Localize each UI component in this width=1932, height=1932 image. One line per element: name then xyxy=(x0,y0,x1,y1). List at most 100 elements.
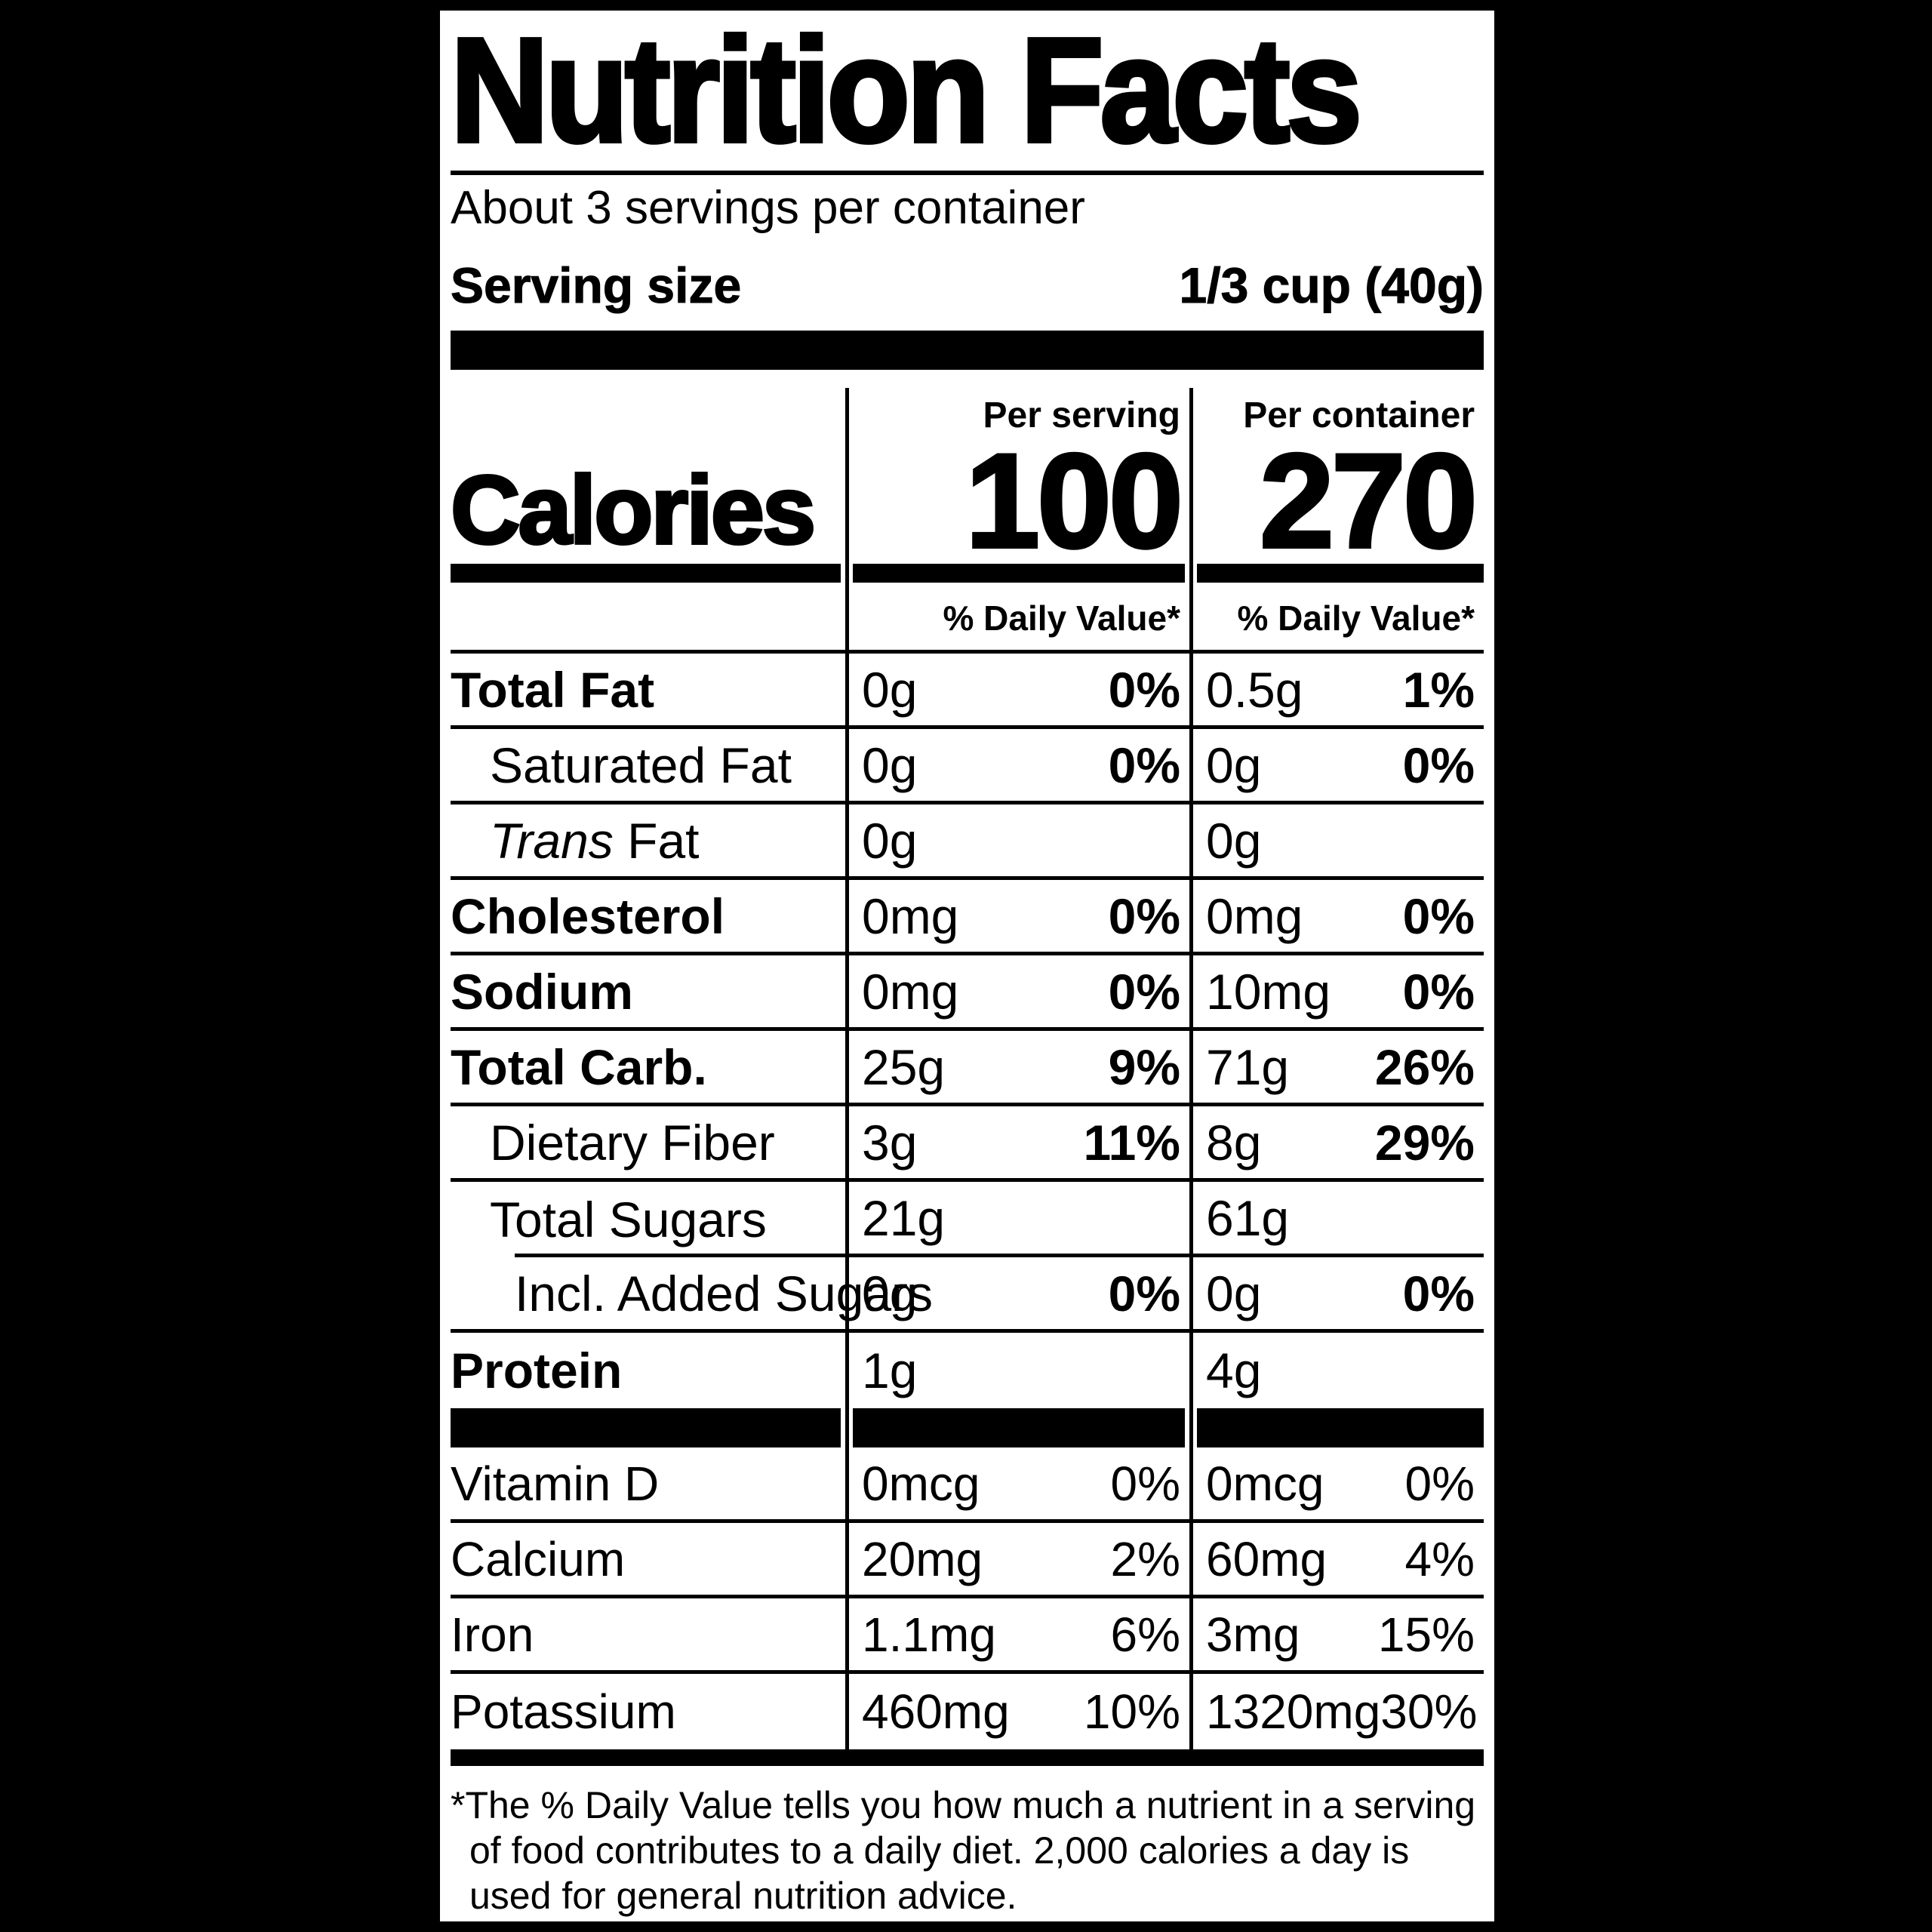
daily-value-header-serving: % Daily Value* xyxy=(847,586,1191,654)
bar-segment xyxy=(853,564,1185,583)
nutrient-name: Saturated Fat xyxy=(490,737,792,793)
nutrient-name: Sodium xyxy=(451,963,633,1020)
bar-cell xyxy=(451,564,847,586)
nutrient-row-protein: Protein 1g 4g xyxy=(451,1333,1484,1408)
nutrient-row-total-fat: Total Fat 0g 0% 0.5g 1% xyxy=(451,654,1484,729)
nutrient-row-saturated-fat: Saturated Fat 0g 0% 0g 0% xyxy=(451,729,1484,804)
daily-value: 0% xyxy=(1108,737,1180,793)
daily-value: 0% xyxy=(1108,963,1180,1020)
nutrient-name-cell: Dietary Fiber xyxy=(451,1106,847,1182)
protein-separator-bars xyxy=(451,1408,1484,1447)
daily-value: 0% xyxy=(1402,1265,1475,1321)
nutrient-name-cell: Calcium xyxy=(451,1523,847,1598)
spacer-cell xyxy=(451,586,847,654)
nutrient-row-total-carb: Total Carb. 25g 9% 71g 26% xyxy=(451,1031,1484,1106)
nutrient-row-trans-fat: Trans Fat 0g 0g xyxy=(451,804,1484,880)
daily-value: 0% xyxy=(1108,888,1180,944)
calories-label: Calories xyxy=(449,457,817,565)
daily-value: 2% xyxy=(1110,1531,1181,1586)
separator-bar-thick xyxy=(451,331,1484,370)
nutrient-name: Total Sugars xyxy=(490,1192,767,1247)
per-serving-cell: 1g xyxy=(847,1333,1191,1408)
nutrient-name-cell: Incl. Added Sugars xyxy=(451,1257,933,1333)
daily-value: 0% xyxy=(1402,737,1475,793)
daily-value-header-row: % Daily Value* % Daily Value* xyxy=(451,586,1484,654)
per-serving-cell: 3g 11% xyxy=(847,1106,1191,1182)
servings-per-container: About 3 servings per container xyxy=(451,181,1085,234)
nutrient-name-cell: Protein xyxy=(451,1333,847,1408)
amount: 10mg xyxy=(1206,963,1331,1020)
daily-value: 0% xyxy=(1108,661,1180,718)
nutrient-row-cholesterol: Cholesterol 0mg 0% 0mg 0% xyxy=(451,880,1484,955)
per-container-cell: 60mg 4% xyxy=(1191,1523,1484,1598)
nutrient-row-dietary-fiber: Dietary Fiber 3g 11% 8g 29% xyxy=(451,1106,1484,1182)
calories-row: Calories 100 270 xyxy=(449,426,1484,576)
amount: 0g xyxy=(862,661,918,718)
amount: 8g xyxy=(1206,1114,1262,1171)
amount: 71g xyxy=(1206,1038,1290,1095)
daily-value: 4% xyxy=(1404,1531,1475,1586)
nutrition-facts-label: Nutrition Facts About 3 servings per con… xyxy=(432,3,1502,1929)
amount: 3g xyxy=(862,1114,918,1171)
nutrient-name: Total Fat xyxy=(451,661,655,718)
amount: 0mcg xyxy=(862,1456,980,1511)
daily-value: 11% xyxy=(1083,1114,1180,1171)
nutrient-name: Cholesterol xyxy=(451,888,725,944)
per-serving-cell: 1.1mg 6% xyxy=(847,1598,1191,1674)
label-title: Nutrition Facts xyxy=(448,11,1484,167)
micronutrient-row-potassium: Potassium 460mg 10% 1320mg 30% xyxy=(451,1674,1484,1749)
serving-size-row: Serving size 1/3 cup (40g) xyxy=(450,240,1484,331)
nutrient-name: Total Carb. xyxy=(451,1038,707,1095)
amount: 0mcg xyxy=(1206,1456,1324,1511)
amount: 0g xyxy=(1206,812,1262,869)
per-container-cell: 0g xyxy=(1191,804,1484,880)
amount: 0g xyxy=(1206,1265,1262,1321)
amount: 0.5g xyxy=(1206,661,1303,718)
spacer-cell xyxy=(451,388,847,438)
nutrient-row-added-sugars: Incl. Added Sugars 0g 0% 0g 0% xyxy=(451,1257,1484,1333)
nutrient-name-cell: Total Sugars xyxy=(451,1182,847,1257)
per-container-cell: 3mg 15% xyxy=(1191,1598,1484,1674)
daily-value: 0% xyxy=(1404,1456,1475,1511)
nutrient-name-cell: Vitamin D xyxy=(451,1447,847,1523)
per-serving-cell: 21g xyxy=(847,1182,1191,1257)
amount: 0g xyxy=(862,812,918,869)
daily-value-footnote: *The % Daily Value tells you how much a … xyxy=(451,1784,1476,1917)
calories-per-serving-cell: 100 xyxy=(847,432,1191,570)
per-container-header: Per container xyxy=(1243,395,1475,435)
nutrient-name: Vitamin D xyxy=(451,1456,660,1511)
per-container-cell: 71g 26% xyxy=(1191,1031,1484,1106)
amount: 0mg xyxy=(862,963,959,1020)
separator-bar-bottom xyxy=(451,1749,1484,1766)
title-rule xyxy=(451,171,1484,175)
trans-suffix: Fat xyxy=(613,812,700,869)
nutrient-name: Dietary Fiber xyxy=(490,1114,775,1171)
calories-per-container-value: 270 xyxy=(1258,426,1479,576)
amount: 60mg xyxy=(1206,1531,1327,1586)
nutrient-name-cell: Iron xyxy=(451,1598,847,1674)
amount: 1g xyxy=(862,1343,918,1398)
nutrient-row-sodium: Sodium 0mg 0% 10mg 0% xyxy=(451,955,1484,1031)
amount: 1320mg xyxy=(1206,1684,1381,1739)
amount: 1.1mg xyxy=(862,1607,996,1662)
per-serving-cell: 0g 0% xyxy=(847,654,1191,729)
nutrient-row-total-sugars: Total Sugars 21g 61g xyxy=(451,1182,1484,1257)
per-serving-cell: 460mg 10% xyxy=(847,1674,1191,1749)
amount: 0mg xyxy=(1206,888,1303,944)
amount: 0g xyxy=(1206,737,1262,793)
amount: 0g xyxy=(862,737,918,793)
nutrient-name: Potassium xyxy=(451,1684,676,1739)
per-container-cell: 0.5g 1% xyxy=(1191,654,1484,729)
per-serving-cell: 0mcg 0% xyxy=(847,1447,1191,1523)
amount: 3mg xyxy=(1206,1607,1300,1662)
daily-value: 6% xyxy=(1110,1607,1181,1662)
per-serving-cell: 25g 9% xyxy=(847,1031,1191,1106)
bar-segment xyxy=(451,1408,841,1447)
bar-cell xyxy=(1191,1408,1484,1447)
per-container-cell: 10mg 0% xyxy=(1191,955,1484,1031)
nutrient-name: Calcium xyxy=(451,1531,626,1586)
per-serving-cell: 0g xyxy=(847,804,1191,880)
daily-value: 0% xyxy=(1108,1265,1180,1321)
trans-italic: Trans xyxy=(490,812,614,869)
nutrient-name-cell: Sodium xyxy=(451,955,847,1031)
